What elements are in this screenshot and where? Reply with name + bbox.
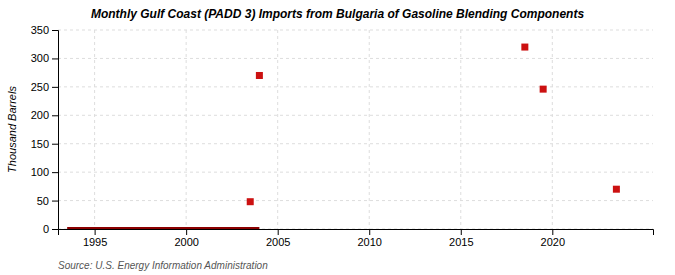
point [247, 198, 254, 205]
plot-area: 1995 2000 2005 2010 2015 2020 0 50 100 150 200 250 3… [31, 24, 654, 248]
y-axis-tick-label: 150 [31, 138, 49, 150]
chart: 1995 2000 2005 2010 2015 2020 0 50 100 150 200 250 3… [0, 0, 675, 275]
y-axis-tick: 100 [31, 166, 58, 178]
grid-line [58, 143, 653, 144]
x-axis-tick-mark [369, 229, 370, 235]
y-axis-tick-mark [52, 115, 58, 116]
x-axis: 1995 2000 2005 2010 2015 2020 [59, 229, 654, 248]
x-axis-tick-mark [461, 229, 462, 235]
grid-line [460, 30, 461, 229]
y-axis-line [52, 31, 59, 230]
x-axis-tick-label: 2005 [266, 236, 290, 248]
y-axis-tick: 250 [31, 81, 58, 93]
y-axis-tick: 0 [43, 223, 58, 235]
x-axis-tick: 2010 [357, 229, 381, 248]
x-axis-tick-label: 1995 [83, 236, 107, 248]
grid-line [58, 172, 653, 173]
x-axis-tick: 2005 [266, 229, 290, 248]
y-axis-tick-mark [52, 172, 58, 173]
y-axis-tick: 50 [37, 195, 58, 207]
x-axis-tick: 2020 [541, 229, 565, 248]
y-axis-tick-mark [52, 30, 58, 31]
point [613, 186, 620, 193]
x-axis-tick-label: 2000 [174, 236, 198, 248]
y-axis-tick-mark [52, 144, 58, 145]
grid-line [58, 86, 653, 87]
grid-line [58, 30, 653, 31]
y-axis-title: Thousand Barrels [6, 86, 18, 173]
x-axis-tick-label: 2020 [541, 236, 565, 248]
y-axis-tick: 150 [31, 138, 58, 150]
y-axis: 0 50 100 150 200 250 300 350 [31, 24, 59, 235]
grid [58, 30, 653, 229]
point [521, 44, 528, 51]
grid-line [58, 58, 653, 59]
line [67, 227, 259, 229]
y-axis-tick-label: 250 [31, 81, 49, 93]
y-axis-tick-label: 300 [31, 52, 49, 64]
y-axis-tick-label: 200 [31, 109, 49, 121]
grid-line [369, 30, 370, 229]
point [256, 72, 263, 79]
grid-line [186, 30, 187, 229]
x-axis-tick-mark [278, 229, 279, 235]
x-axis-tick-mark [186, 229, 187, 235]
x-axis-tick-label: 2015 [449, 236, 473, 248]
y-axis-tick-mark [52, 87, 58, 88]
y-axis-tick: 300 [31, 52, 58, 64]
grid-line [277, 30, 278, 229]
y-axis-tick-mark [52, 201, 58, 202]
annotation: Source: U.S. Energy Information Administ… [58, 260, 268, 271]
x-axis-line [59, 230, 654, 236]
y-axis-tick: 350 [31, 24, 58, 36]
y-axis-tick: 200 [31, 109, 58, 121]
y-axis-tick-label: 100 [31, 166, 49, 178]
y-axis-tick-mark [52, 58, 58, 59]
x-axis-tick-mark [95, 229, 96, 235]
point [540, 86, 547, 93]
y-axis-tick-label: 0 [43, 223, 49, 235]
grid-line [94, 30, 95, 229]
marks [67, 44, 620, 229]
grid-line [58, 200, 653, 201]
x-axis-tick: 2015 [449, 229, 473, 248]
y-axis-tick-label: 350 [31, 24, 49, 36]
x-axis-tick: 1995 [83, 229, 107, 248]
title: Monthly Gulf Coast (PADD 3) Imports from… [91, 7, 584, 21]
grid-line [58, 115, 653, 116]
x-axis-tick-mark [552, 229, 553, 235]
x-axis-tick: 2000 [174, 229, 198, 248]
y-axis-tick-label: 50 [37, 195, 49, 207]
y-axis-tick-mark [52, 229, 58, 230]
grid-line [552, 30, 553, 229]
x-axis-tick-label: 2010 [357, 236, 381, 248]
